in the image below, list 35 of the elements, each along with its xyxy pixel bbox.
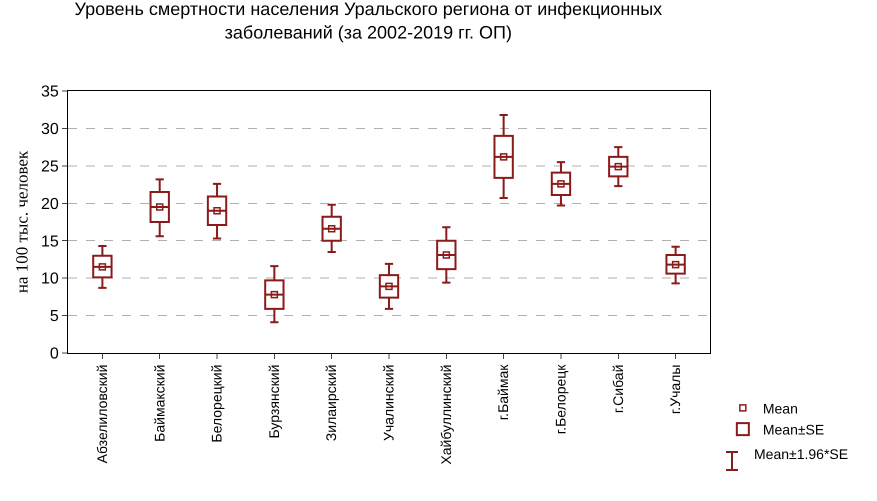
x-tick-label: Абзелиловский — [94, 364, 110, 464]
y-tick-label: 15 — [41, 233, 59, 250]
y-tick-label: 5 — [50, 308, 59, 326]
legend-label: Mean±SE — [762, 422, 824, 438]
point — [98, 263, 106, 271]
x-tick-label: г.Учалы — [667, 364, 684, 414]
y-tick-label: 30 — [41, 121, 59, 138]
point — [156, 203, 164, 211]
y-axis-title: на 100 тыс. человек — [12, 150, 32, 294]
chart-title: Уровень смертности населения Уральского региона от инфекционных заболеваний (за 2002-2019 гг. ОП) — [74, 0, 662, 42]
y-tick-label: 25 — [41, 158, 59, 176]
y-tick-label: 10 — [41, 270, 59, 288]
point — [614, 162, 622, 170]
x-tick-label: г.Сибай — [610, 364, 626, 414]
point — [500, 153, 508, 161]
point — [672, 260, 680, 268]
y-tick-label: 35 — [41, 84, 59, 101]
x-tick-label: Бурзянский — [266, 364, 282, 438]
x-tick-label: Хайбуллинский — [438, 364, 454, 465]
legend-label: Mean — [762, 400, 798, 416]
x-tick-label: г.Белорецк — [552, 364, 569, 434]
x-tick-label: Учалинский — [380, 364, 397, 442]
x-tick-label: г.Баймак — [495, 364, 512, 420]
text: Mean±1.96*SE — [754, 446, 848, 462]
point — [213, 207, 221, 215]
x-tick-label: Баймакский — [151, 364, 168, 442]
point — [442, 251, 450, 259]
y-tick-label: 20 — [41, 196, 59, 213]
point — [385, 282, 393, 290]
x-tick-label: Зилаирский — [323, 364, 340, 442]
y-tick-label: 0 — [50, 346, 59, 363]
point — [270, 290, 278, 298]
x-tick-label: Белорецкий — [208, 364, 225, 443]
point — [328, 224, 336, 232]
point — [557, 180, 565, 188]
